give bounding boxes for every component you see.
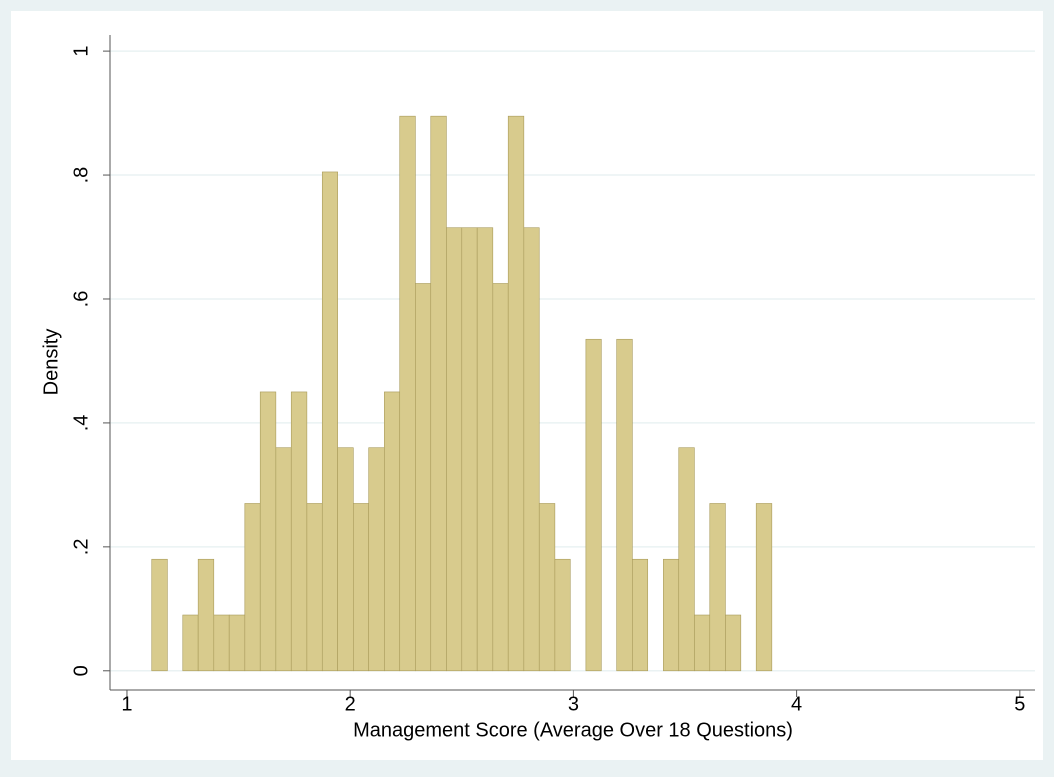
bar xyxy=(244,503,261,672)
y-tick-label: .6 xyxy=(70,291,92,308)
bar xyxy=(321,171,338,672)
bar xyxy=(384,391,401,672)
x-tick-label: 2 xyxy=(345,693,356,715)
bar xyxy=(415,283,432,672)
bar xyxy=(182,614,199,672)
bar xyxy=(368,447,385,672)
bar xyxy=(632,558,649,672)
bar xyxy=(616,338,633,672)
y-axis-label: Density xyxy=(40,329,62,396)
bar xyxy=(213,614,230,672)
y-tick-label: .2 xyxy=(70,539,92,556)
bar xyxy=(259,391,277,672)
bar xyxy=(585,338,602,672)
bar xyxy=(538,503,556,672)
bar xyxy=(507,115,525,672)
x-tick-label: 3 xyxy=(568,693,579,715)
y-tick-label: .8 xyxy=(70,167,92,184)
x-tick-label: 1 xyxy=(121,693,132,715)
bar xyxy=(709,503,726,672)
bar xyxy=(554,558,571,672)
bar xyxy=(197,558,215,672)
bar xyxy=(353,503,370,672)
bar xyxy=(755,503,773,672)
bar xyxy=(306,503,323,672)
bar xyxy=(151,558,168,672)
x-tick-label: 5 xyxy=(1014,693,1025,715)
y-tick-label: 0 xyxy=(70,665,92,676)
bar xyxy=(290,391,308,672)
bar xyxy=(678,447,695,672)
bar xyxy=(694,614,711,672)
bar xyxy=(492,283,509,672)
bar xyxy=(337,447,354,672)
x-axis-label: Management Score (Average Over 18 Questi… xyxy=(353,719,793,741)
bar xyxy=(275,447,292,672)
bar xyxy=(725,614,742,672)
bar xyxy=(430,115,447,672)
bar xyxy=(523,227,540,672)
bar xyxy=(399,115,416,672)
bar xyxy=(663,558,680,672)
bar xyxy=(461,227,478,672)
bar xyxy=(228,614,246,672)
x-tick-label: 4 xyxy=(791,693,802,715)
y-tick-label: 1 xyxy=(70,46,92,57)
y-tick-label: .4 xyxy=(70,415,92,432)
bar xyxy=(476,227,494,672)
bar xyxy=(446,227,463,672)
